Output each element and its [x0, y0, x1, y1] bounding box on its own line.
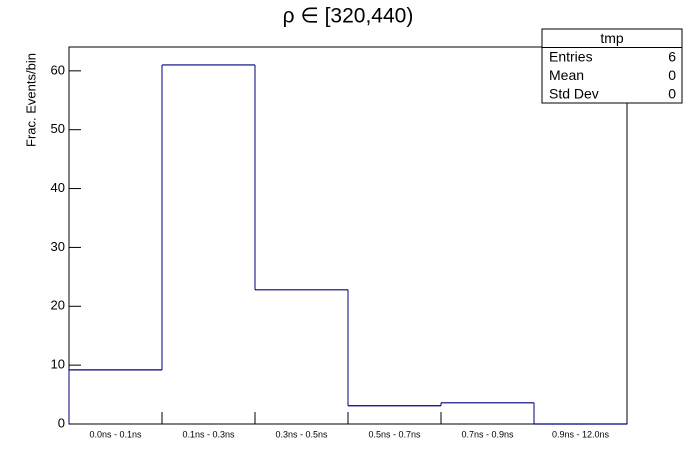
- x-tick-label: 0.3ns - 0.5ns: [275, 429, 328, 439]
- x-tick-label: 0.0ns - 0.1ns: [89, 429, 142, 439]
- y-tick-label: 30: [51, 239, 65, 254]
- y-tick-label: 40: [51, 180, 65, 195]
- chart-title: ρ ∈ [320,440): [283, 5, 414, 28]
- stats-title: tmp: [600, 30, 624, 46]
- stats-label: Std Dev: [549, 85, 599, 101]
- stats-label: Mean: [549, 67, 584, 83]
- y-axis-label: Frac. Events/bin: [23, 53, 38, 147]
- y-tick-label: 50: [51, 121, 65, 136]
- stats-box: [541, 28, 683, 104]
- y-tick-label: 60: [51, 62, 65, 77]
- x-tick-label: 0.7ns - 0.9ns: [461, 429, 514, 439]
- x-tick-label: 0.1ns - 0.3ns: [182, 429, 235, 439]
- y-tick-label: 10: [51, 357, 65, 372]
- x-tick-label: 0.5ns - 0.7ns: [368, 429, 421, 439]
- stats-label: Entries: [549, 48, 593, 64]
- stats-value: 6: [668, 48, 676, 64]
- y-tick-label: 20: [51, 298, 65, 313]
- x-tick-label: 0.9ns - 12.0ns: [552, 429, 610, 439]
- stats-value: 0: [668, 67, 676, 83]
- stats-value: 0: [668, 85, 676, 101]
- y-tick-label: 0: [58, 415, 65, 430]
